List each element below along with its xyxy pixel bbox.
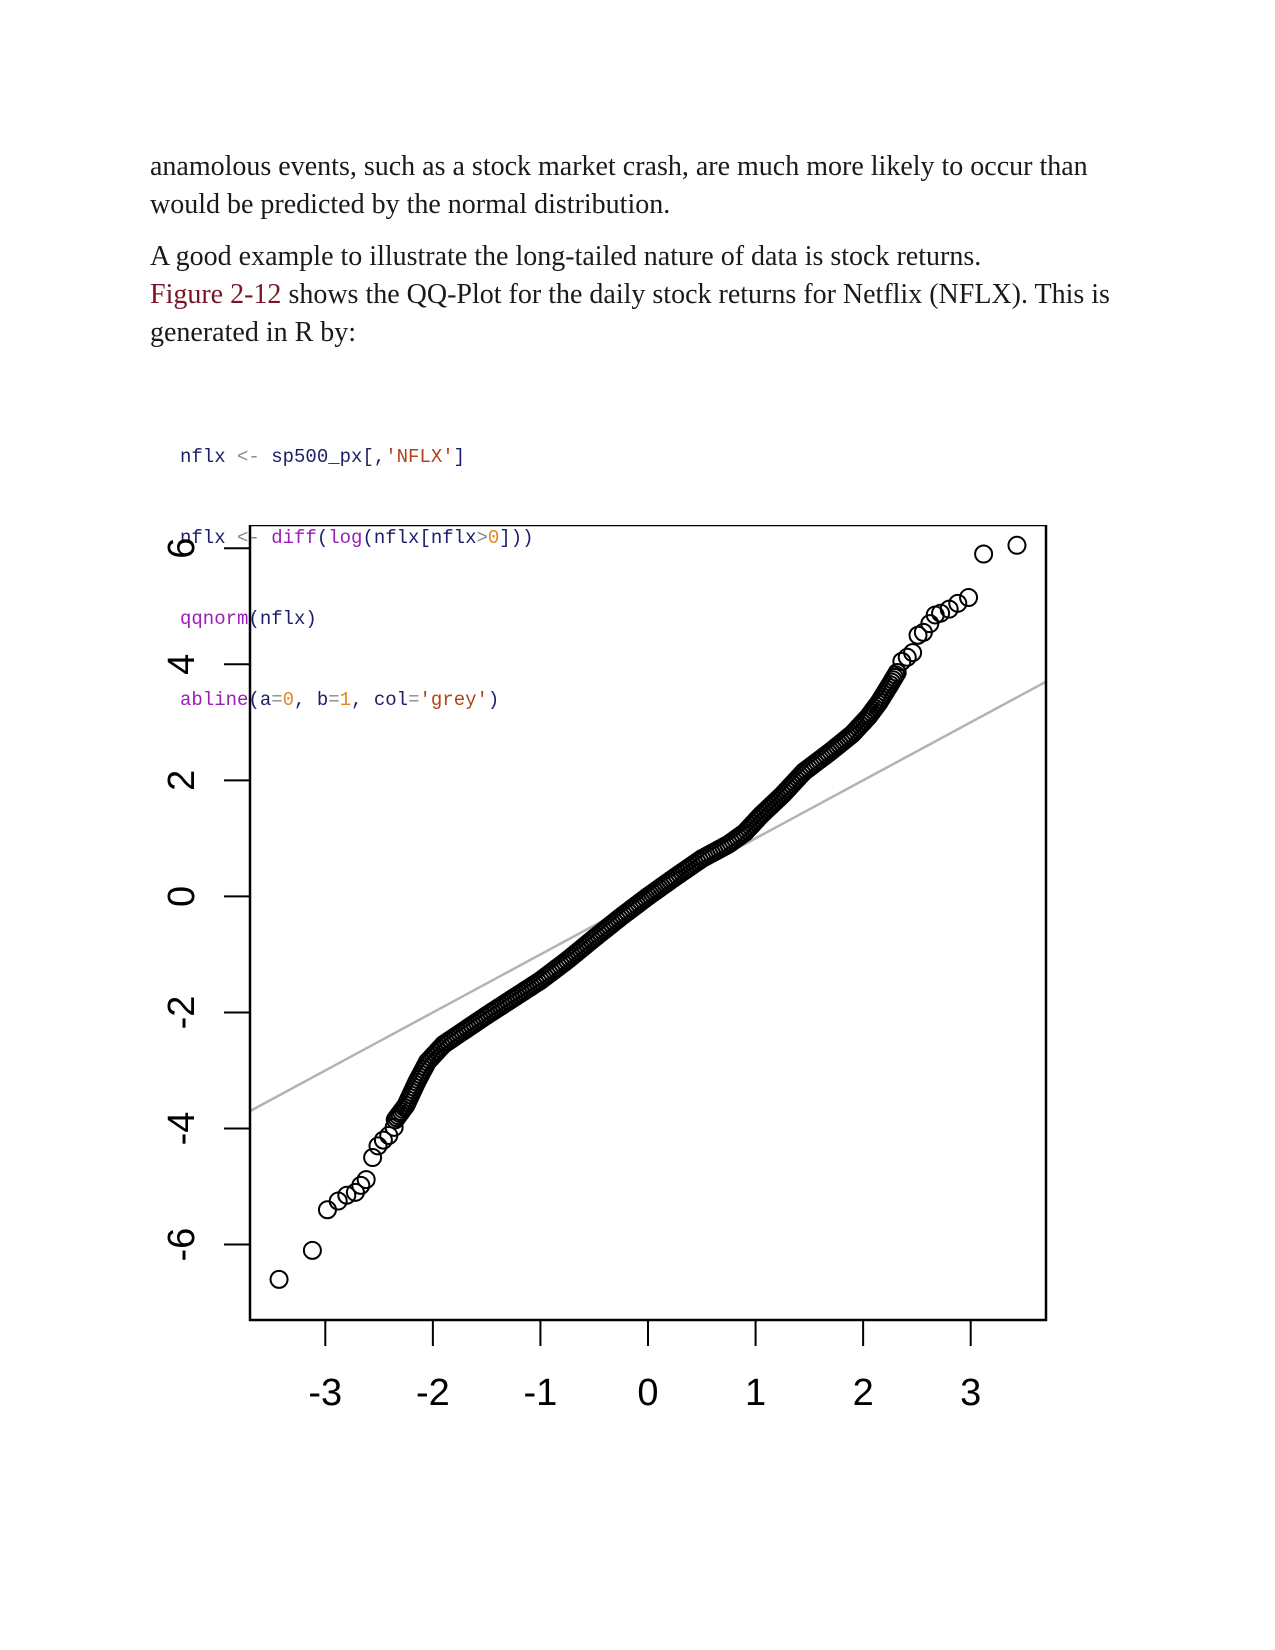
data-point — [931, 603, 951, 623]
code-token: 'grey' — [419, 689, 488, 711]
qq-plot: -3 -2 -1 0 1 2 3 -6 -4 -2 0 2 4 6 — [161, 525, 1048, 1414]
data-point — [269, 1269, 289, 1289]
code-token: sp500_px[, — [271, 446, 386, 468]
body-text: anamolous events, such as a stock market… — [150, 148, 1110, 366]
paragraph-2: A good example to illustrate the long-ta… — [150, 238, 1110, 352]
data-point — [368, 1136, 388, 1156]
x-tick-label: 0 — [637, 1372, 658, 1414]
code-token: 0 — [487, 527, 500, 549]
code-token: , b — [294, 689, 329, 711]
y-tick-label: 0 — [161, 886, 203, 907]
code-token: ])) — [499, 527, 534, 549]
code-token: 'NFLX' — [385, 446, 454, 468]
data-point — [302, 1240, 322, 1260]
code-token: , col — [351, 689, 409, 711]
code-line-1: nflx <- sp500_px[,'NFLX'] — [180, 444, 980, 471]
code-token: (a — [248, 689, 272, 711]
code-line-3: qqnorm(nflx) — [180, 606, 980, 633]
code-token: = — [271, 689, 283, 711]
data-point — [1007, 535, 1027, 555]
x-tick-label: 1 — [745, 1372, 766, 1414]
figure-link[interactable]: Figure 2-12 — [150, 279, 282, 310]
code-token: ( — [316, 527, 329, 549]
y-tick-label: -2 — [161, 996, 203, 1030]
code-token: 0 — [282, 689, 295, 711]
code-line-4: abline(a=0, b=1, col='grey') — [180, 687, 980, 714]
data-point — [892, 651, 912, 671]
data-point — [903, 643, 923, 663]
y-tick-label: 4 — [161, 654, 203, 675]
data-point — [974, 544, 994, 564]
code-token: (nflx) — [248, 608, 317, 630]
data-point — [948, 593, 968, 613]
y-tick-label: 2 — [161, 770, 203, 791]
code-token: (nflx[nflx — [362, 527, 477, 549]
y-tick-label: -4 — [161, 1112, 203, 1146]
y-tick-label: 6 — [161, 538, 203, 559]
code-token: ] — [453, 446, 466, 468]
data-point — [897, 647, 917, 667]
data-point — [363, 1148, 383, 1168]
code-token: = — [408, 689, 420, 711]
plot-frame — [248, 525, 1048, 1322]
data-point — [317, 1200, 337, 1220]
data-point — [337, 1185, 357, 1205]
code-token: 1 — [339, 689, 352, 711]
data-point — [384, 1117, 404, 1137]
paragraph-2-rest: shows the QQ-Plot for the daily stock re… — [150, 279, 1110, 348]
x-tick-label: 3 — [960, 1372, 981, 1414]
code-token: abline — [180, 689, 249, 711]
data-point — [884, 667, 904, 687]
code-listing: nflx <- sp500_px[,'NFLX'] nflx <- diff(l… — [180, 390, 980, 741]
data-point — [373, 1130, 393, 1150]
paragraph-2-intro: A good example to illustrate the long-ta… — [150, 241, 982, 272]
code-line-2: nflx <- diff(log(nflx[nflx>0])) — [180, 525, 980, 552]
code-token: = — [328, 689, 340, 711]
y-tick-label: -6 — [161, 1228, 203, 1262]
data-point — [351, 1175, 371, 1195]
code-token: nflx — [180, 527, 226, 549]
code-token: > — [476, 527, 488, 549]
code-token: <- — [225, 446, 272, 468]
code-token: log — [328, 527, 363, 549]
paragraph-1: anamolous events, such as a stock market… — [150, 151, 1088, 220]
x-tick-label: -2 — [416, 1372, 450, 1414]
x-tick-label: -1 — [524, 1372, 558, 1414]
x-tick-label: 2 — [853, 1372, 874, 1414]
data-point — [887, 662, 907, 682]
code-token: <- — [225, 527, 272, 549]
code-token: diff — [271, 527, 317, 549]
x-tick-label: -3 — [308, 1372, 342, 1414]
data-point — [356, 1170, 376, 1190]
code-token: nflx — [180, 446, 226, 468]
code-token: qqnorm — [180, 608, 249, 630]
data-point — [959, 588, 979, 608]
code-token: ) — [487, 689, 500, 711]
